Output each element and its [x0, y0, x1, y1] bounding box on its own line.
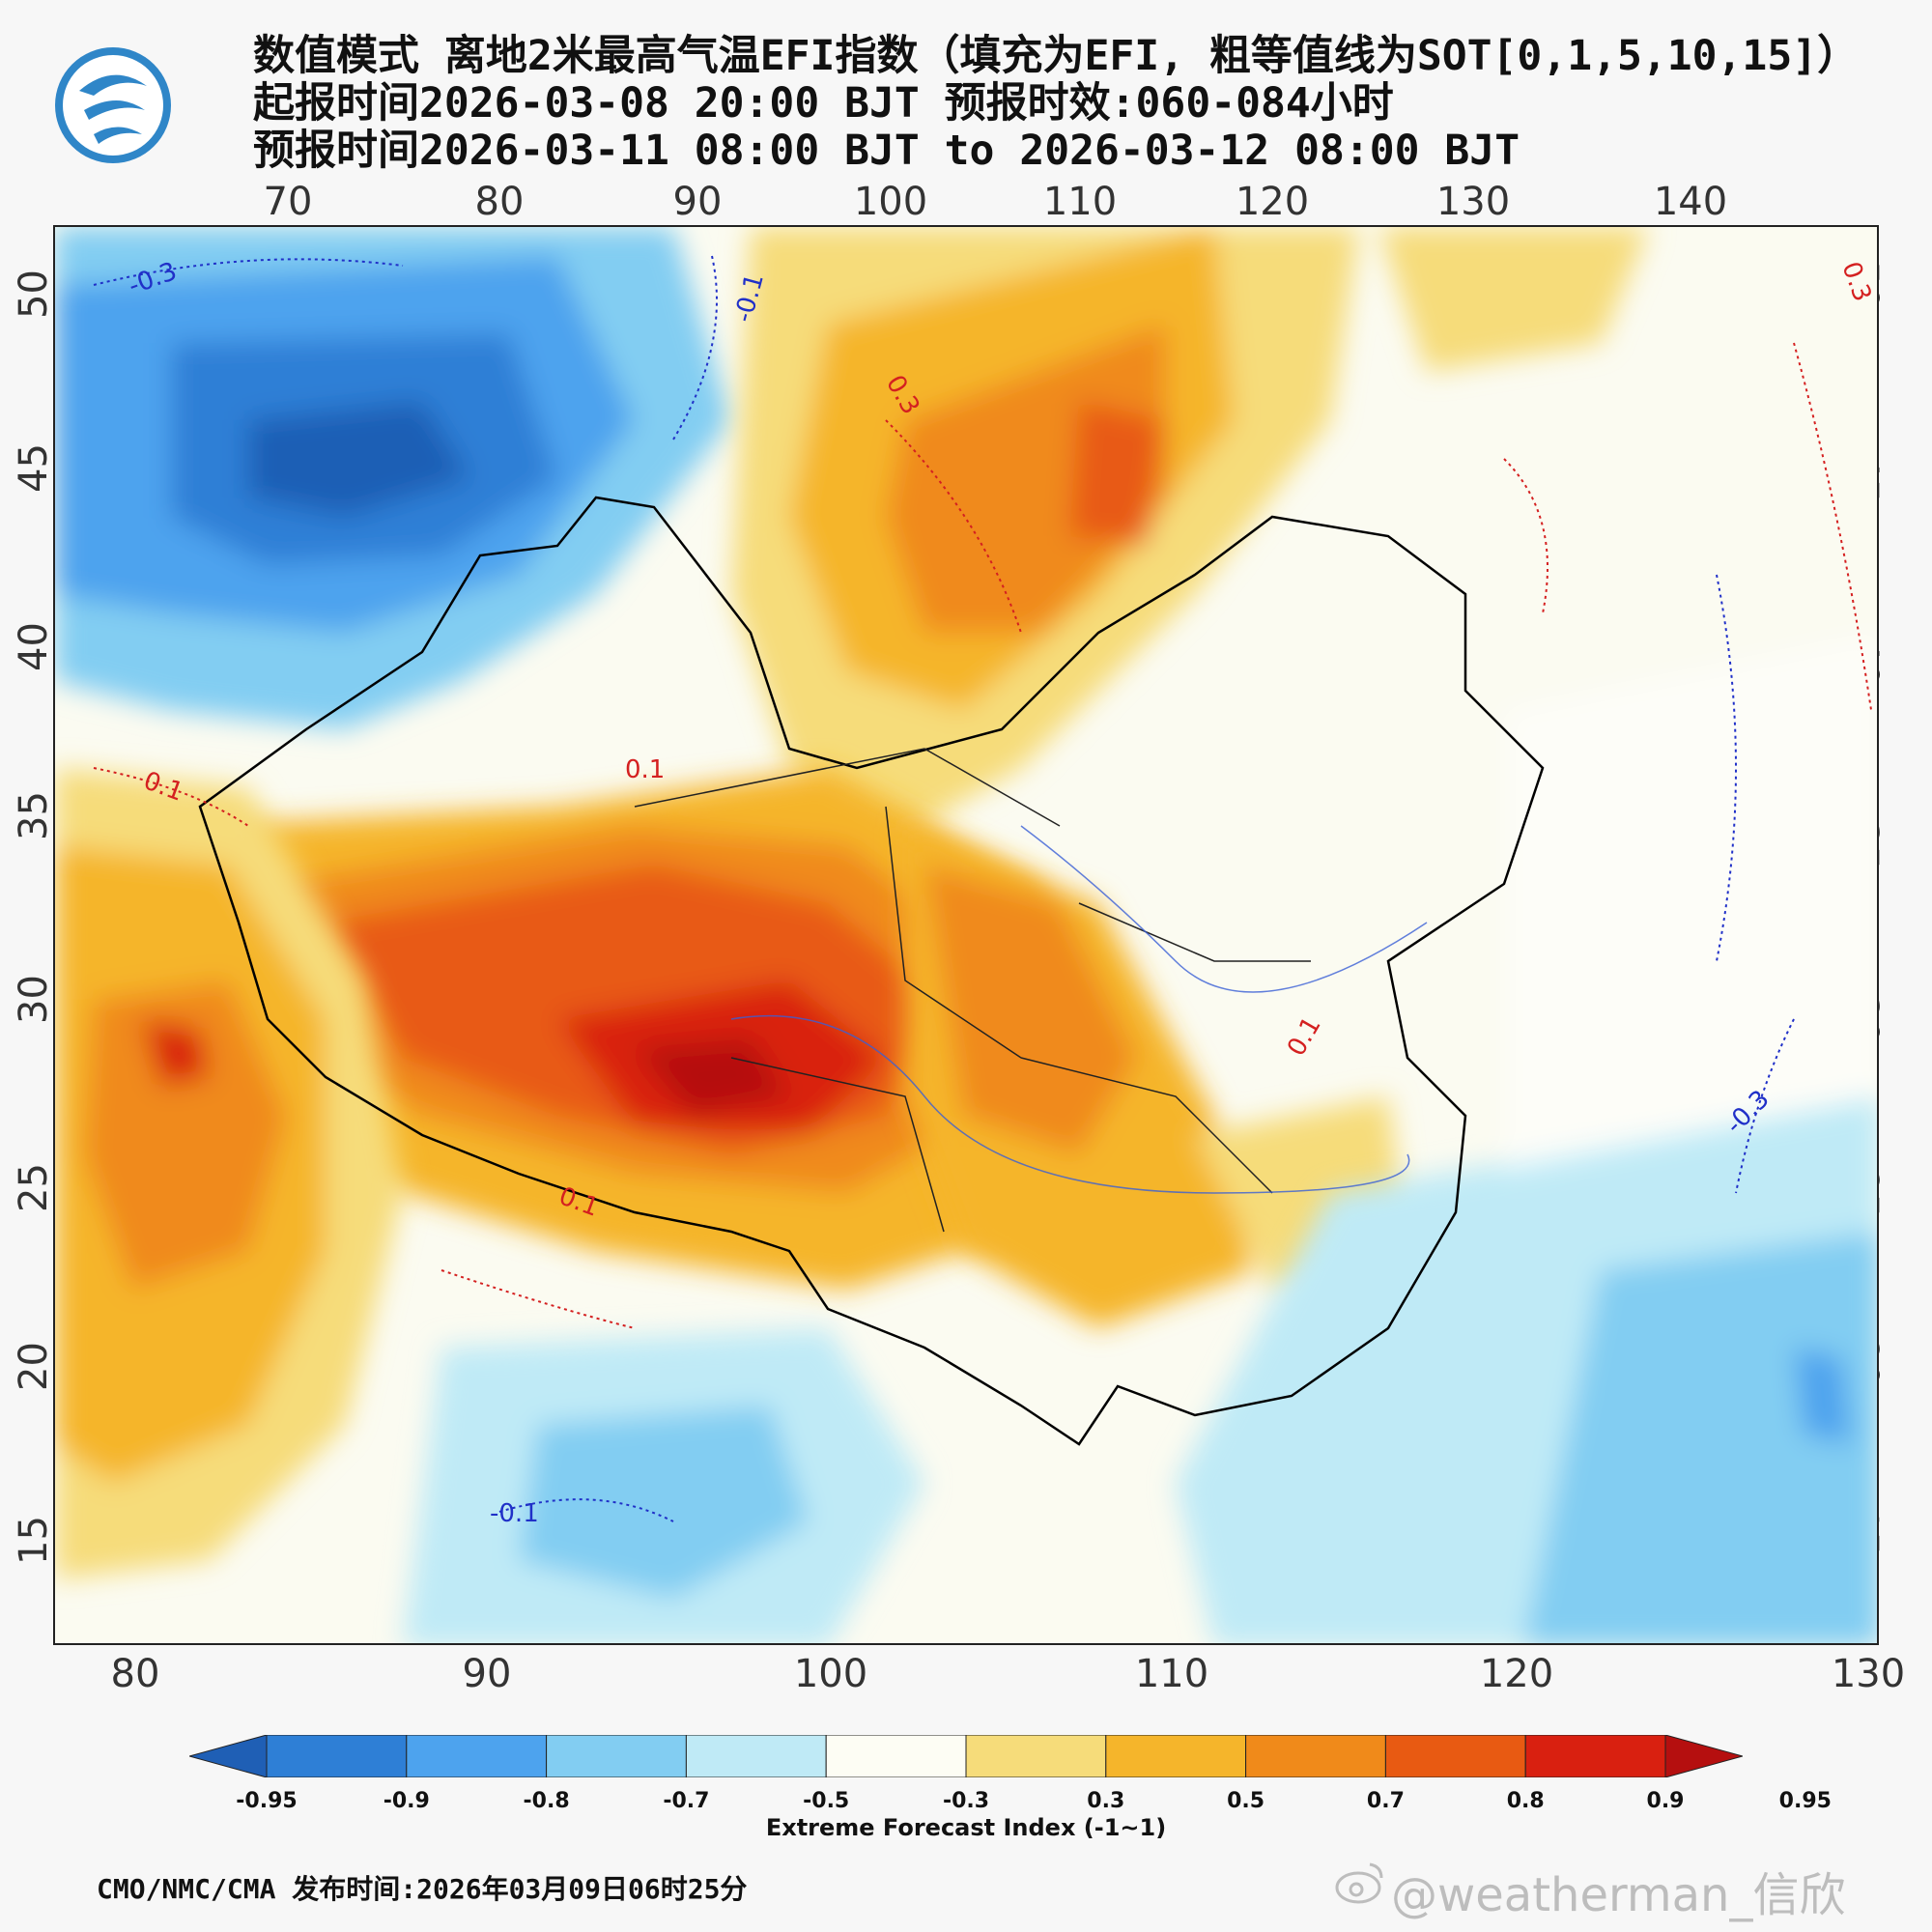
- bottom-label: 100: [793, 1652, 868, 1696]
- rivers: [730, 825, 1428, 1194]
- colorbar-tick-label: 0.8: [1506, 1789, 1545, 1813]
- colorbar: [189, 1735, 1743, 1777]
- left-label: 40: [12, 622, 56, 671]
- cma-logo: [55, 47, 171, 163]
- colorbar-tick-label: -0.9: [383, 1789, 430, 1813]
- colorbar-tick-label: -0.8: [523, 1789, 570, 1813]
- colorbar-cell: [406, 1735, 548, 1777]
- contour-label-neg01-s: -0.1: [490, 1499, 539, 1528]
- bottom-label: 120: [1479, 1652, 1554, 1696]
- left-label: 50: [12, 270, 56, 319]
- colorbar-cell: [825, 1735, 967, 1777]
- top-label: 80: [474, 180, 525, 224]
- left-label: 45: [12, 443, 56, 493]
- title-line-2: 起报时间2026-03-08 20:00 BJT 预报时效:060-084小时: [253, 79, 1394, 128]
- colorbar-tick-label: -0.95: [236, 1789, 298, 1813]
- top-label: 130: [1435, 180, 1511, 224]
- weibo-icon: [1335, 1862, 1383, 1904]
- colorbar-cell: [189, 1735, 268, 1777]
- efi-map: -0.3 -0.1 0.3 0.1 0.1 -0.3 -0.1 0.1 0.3 …: [53, 225, 1879, 1645]
- left-label: 20: [12, 1342, 56, 1391]
- province-lines: [634, 748, 1311, 1233]
- colorbar-cell: [1384, 1735, 1526, 1777]
- efi-map-canvas: -0.3 -0.1 0.3 0.1 0.1 -0.3 -0.1 0.1 0.3 …: [55, 227, 1877, 1643]
- sot-contours: [93, 255, 1872, 1522]
- top-label: 90: [672, 180, 723, 224]
- colorbar-cell: [1664, 1735, 1743, 1777]
- warm-anomaly-north: [731, 227, 1649, 845]
- colorbar-tick-label: -0.7: [663, 1789, 710, 1813]
- bottom-label: 80: [110, 1652, 160, 1696]
- colorbar-cell: [1245, 1735, 1386, 1777]
- colorbar-cell: [266, 1735, 408, 1777]
- top-label: 110: [1042, 180, 1118, 224]
- title-line-1: 数值模式 离地2米最高气温EFI指数（填充为EFI, 粗等值线为SOT[0,1,…: [253, 32, 1860, 80]
- colorbar-cell: [546, 1735, 687, 1777]
- bottom-label: 130: [1831, 1652, 1906, 1696]
- title-line-3: 预报时间2026-03-11 08:00 BJT to 2026-03-12 0…: [253, 127, 1520, 175]
- colorbar-cell: [685, 1735, 827, 1777]
- colorbar-tick-label: 0.7: [1366, 1789, 1405, 1813]
- top-label: 140: [1653, 180, 1728, 224]
- bottom-label: 110: [1134, 1652, 1209, 1696]
- left-label: 30: [12, 975, 56, 1024]
- colorbar-tick-labels: -0.95 -0.9 -0.8 -0.7 -0.5 -0.3 0.3 0.5 0.7 0.8 0.9…: [0, 1789, 1932, 1818]
- footer-credit: CMO/NMC/CMA 发布时间:2026年03月09日06时25分: [97, 1873, 748, 1905]
- top-label: 70: [263, 180, 313, 224]
- colorbar-tick-label: 0.9: [1646, 1789, 1685, 1813]
- contour-label-01-c: 0.1: [625, 755, 665, 784]
- bottom-label: 90: [462, 1652, 512, 1696]
- country-border-china: [198, 496, 1545, 1446]
- colorbar-title: Extreme Forecast Index (-1~1): [765, 1814, 1167, 1841]
- colorbar-tick-label: -0.3: [942, 1789, 990, 1813]
- warm-anomaly-india: [55, 768, 403, 1579]
- colorbar-tick-label: 0.3: [1087, 1789, 1125, 1813]
- cold-anomaly-south: [403, 633, 1877, 1643]
- left-label: 25: [12, 1163, 56, 1212]
- cold-anomaly-region: [55, 227, 731, 729]
- colorbar-tick-label: 0.95: [1778, 1789, 1832, 1813]
- colorbar-cell: [965, 1735, 1107, 1777]
- left-label: 15: [12, 1516, 56, 1565]
- colorbar-cell: [1524, 1735, 1666, 1777]
- colorbar-cell: [1105, 1735, 1247, 1777]
- title-block: 数值模式 离地2米最高气温EFI指数（填充为EFI, 粗等值线为SOT[0,1,…: [253, 33, 1859, 175]
- top-label: 100: [853, 180, 928, 224]
- top-label: 120: [1235, 180, 1310, 224]
- colorbar-tick-label: 0.5: [1227, 1789, 1265, 1813]
- colorbar-tick-label: -0.5: [803, 1789, 850, 1813]
- left-label: 35: [12, 791, 56, 840]
- watermark: @weatherman_信欣: [1391, 1868, 1846, 1922]
